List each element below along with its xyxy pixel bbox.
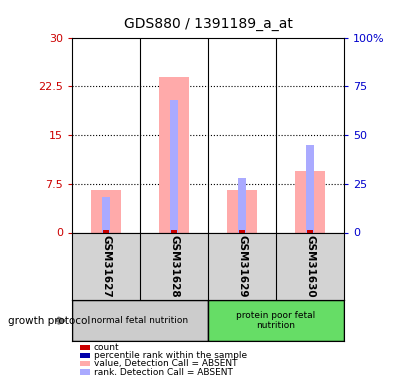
Text: normal fetal nutrition: normal fetal nutrition: [92, 316, 188, 325]
Text: count: count: [94, 343, 120, 352]
Bar: [208, 300, 344, 341]
Bar: [170, 100, 178, 232]
Text: value, Detection Call = ABSENT: value, Detection Call = ABSENT: [94, 359, 238, 368]
Bar: [102, 197, 110, 232]
Text: GSM31627: GSM31627: [101, 235, 111, 298]
Bar: [295, 171, 325, 232]
Text: GSM31630: GSM31630: [305, 235, 315, 298]
Bar: [72, 300, 208, 341]
Bar: [159, 76, 189, 232]
Bar: [307, 230, 314, 232]
Bar: [171, 230, 178, 232]
Text: GSM31629: GSM31629: [237, 235, 247, 297]
Bar: [306, 145, 314, 232]
Text: percentile rank within the sample: percentile rank within the sample: [94, 351, 247, 360]
Text: GSM31628: GSM31628: [169, 235, 179, 298]
Bar: [102, 230, 109, 232]
Text: growth protocol: growth protocol: [8, 316, 90, 326]
Text: protein poor fetal
nutrition: protein poor fetal nutrition: [236, 311, 316, 330]
Bar: [238, 178, 246, 232]
Text: GDS880 / 1391189_a_at: GDS880 / 1391189_a_at: [124, 17, 292, 32]
Bar: [227, 190, 257, 232]
Bar: [238, 230, 246, 232]
Text: rank, Detection Call = ABSENT: rank, Detection Call = ABSENT: [94, 368, 233, 375]
Bar: [91, 190, 121, 232]
